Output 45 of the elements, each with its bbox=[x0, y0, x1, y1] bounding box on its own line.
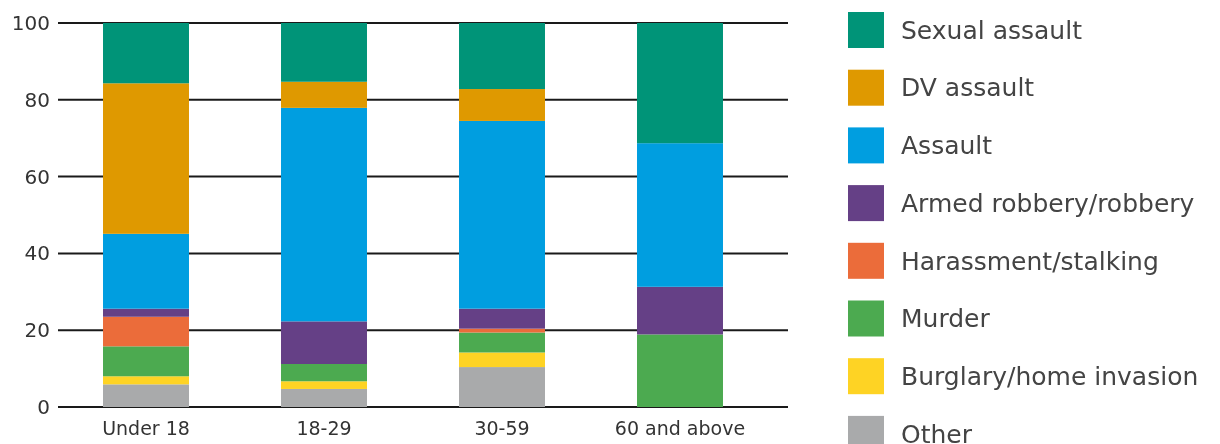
bar bbox=[459, 328, 545, 333]
bar bbox=[637, 23, 723, 144]
bar bbox=[459, 23, 545, 90]
legend-label: Murder bbox=[901, 304, 991, 334]
y-tick-label: 80 bbox=[24, 87, 50, 112]
bar bbox=[459, 120, 545, 309]
y-tick-label: 0 bbox=[37, 395, 50, 419]
bar bbox=[459, 308, 545, 329]
legend-label: Burglary/home invasion bbox=[901, 361, 1199, 391]
bar bbox=[103, 346, 189, 377]
bar bbox=[103, 83, 189, 234]
bar bbox=[637, 286, 723, 335]
x-tick-label: 18-29 bbox=[296, 417, 352, 439]
bar bbox=[459, 367, 545, 407]
bar bbox=[103, 316, 189, 347]
legend-label: Other bbox=[901, 419, 973, 444]
bar bbox=[459, 352, 545, 368]
bar bbox=[637, 143, 723, 287]
bar bbox=[103, 23, 189, 84]
legend-label: Assault bbox=[901, 131, 993, 161]
y-tick-label: 20 bbox=[24, 318, 50, 343]
bar bbox=[637, 334, 723, 407]
legend-label: Sexual assault bbox=[901, 15, 1083, 45]
bar bbox=[103, 233, 189, 309]
bar bbox=[281, 381, 367, 389]
bar bbox=[281, 388, 367, 407]
bar bbox=[281, 363, 367, 382]
bar bbox=[103, 308, 189, 317]
bar bbox=[281, 23, 367, 82]
bar bbox=[103, 376, 189, 385]
legend-label: DV assault bbox=[901, 73, 1035, 103]
x-tick-label: Under 18 bbox=[102, 417, 190, 439]
y-tick-label: 100 bbox=[11, 11, 50, 35]
legend-label: Harassment/stalking bbox=[901, 246, 1159, 276]
bar bbox=[281, 107, 367, 322]
legend-label: Armed robbery/robbery bbox=[901, 188, 1195, 218]
y-tick-label: 60 bbox=[24, 164, 50, 189]
bar bbox=[459, 332, 545, 353]
bar bbox=[281, 321, 367, 364]
bar bbox=[281, 81, 367, 108]
bar bbox=[459, 89, 545, 121]
bar bbox=[103, 384, 189, 407]
x-tick-label: 60 and above bbox=[614, 417, 746, 439]
y-tick-label: 40 bbox=[24, 241, 50, 266]
x-tick-label: 30-59 bbox=[474, 417, 530, 439]
